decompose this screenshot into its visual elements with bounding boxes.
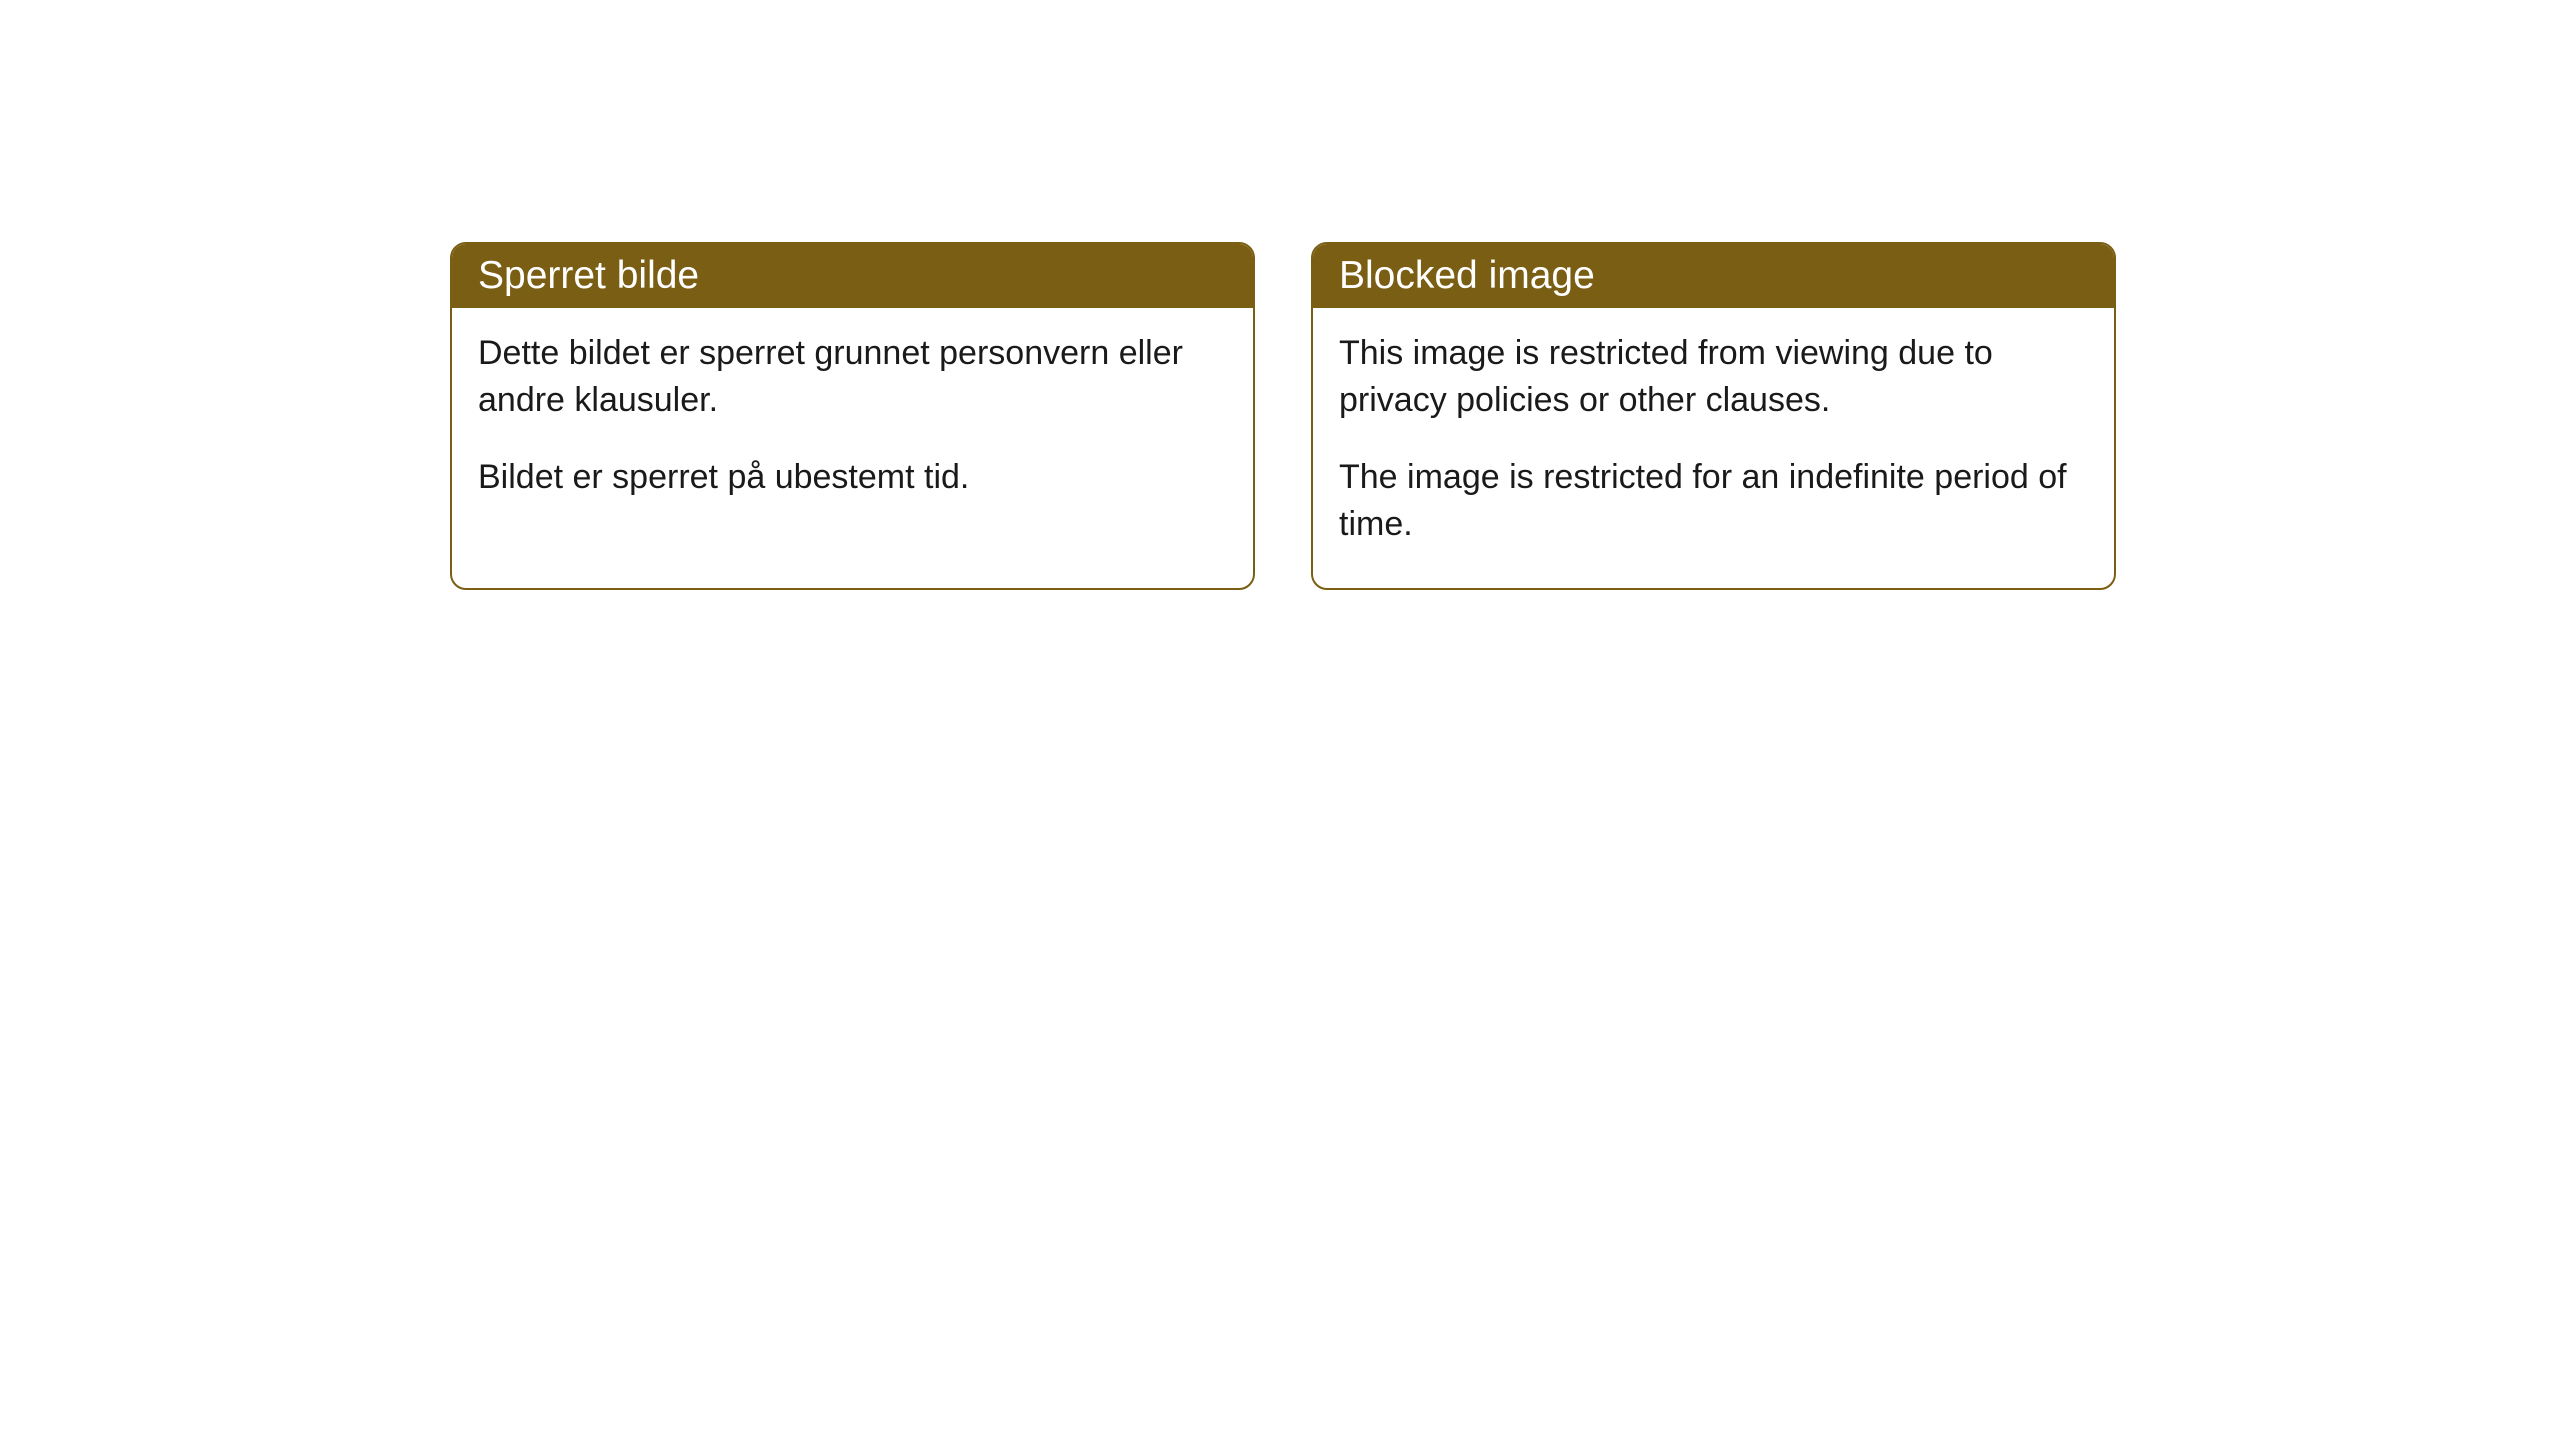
card-paragraph-2: The image is restricted for an indefinit… (1339, 454, 2088, 548)
card-paragraph-2: Bildet er sperret på ubestemt tid. (478, 454, 1227, 501)
card-paragraph-1: This image is restricted from viewing du… (1339, 330, 2088, 424)
blocked-image-card-norwegian: Sperret bilde Dette bildet er sperret gr… (450, 242, 1255, 590)
card-paragraph-1: Dette bildet er sperret grunnet personve… (478, 330, 1227, 424)
card-body: This image is restricted from viewing du… (1313, 308, 2114, 588)
card-title: Sperret bilde (478, 254, 699, 297)
card-header: Sperret bilde (452, 244, 1253, 308)
blocked-image-card-english: Blocked image This image is restricted f… (1311, 242, 2116, 590)
card-title: Blocked image (1339, 254, 1595, 297)
card-header: Blocked image (1313, 244, 2114, 308)
notice-cards-container: Sperret bilde Dette bildet er sperret gr… (450, 242, 2116, 590)
card-body: Dette bildet er sperret grunnet personve… (452, 308, 1253, 541)
